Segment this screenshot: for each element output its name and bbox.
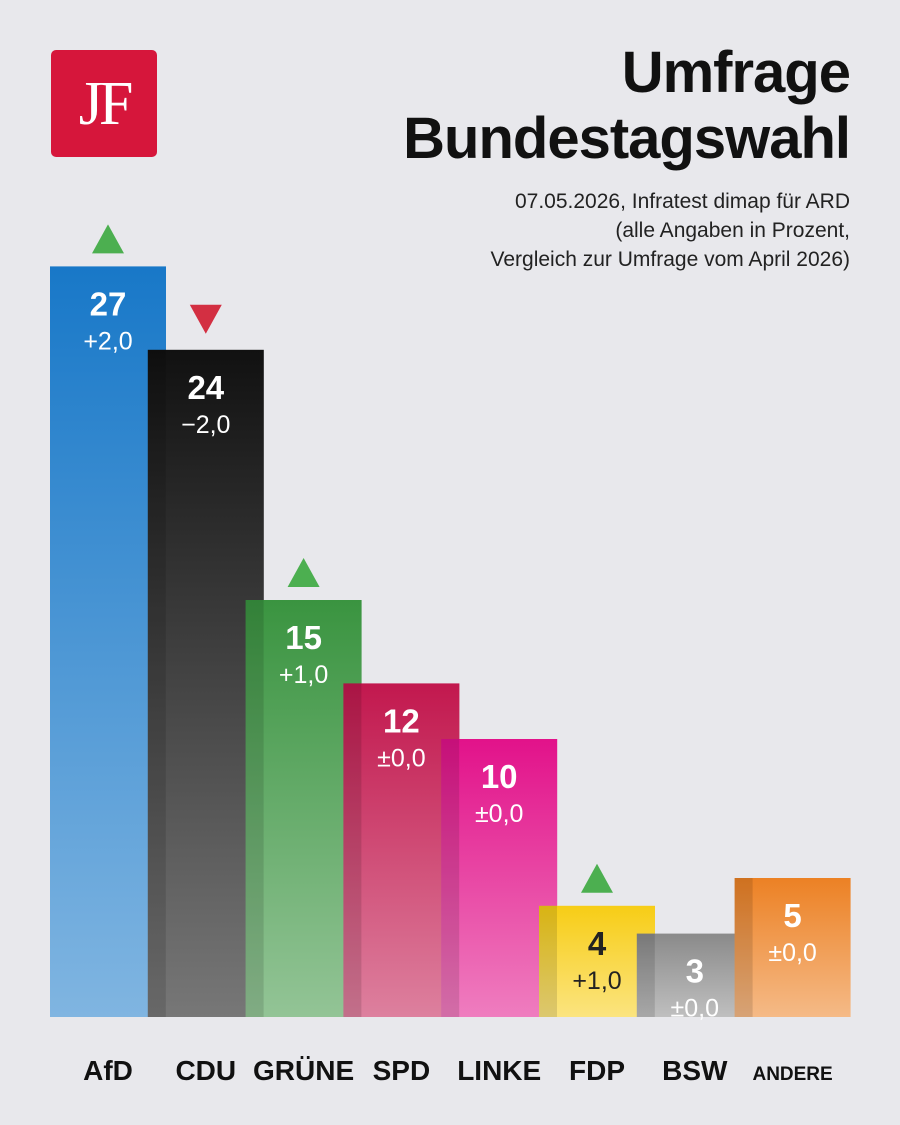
chart-subtitle: 07.05.2026, Infratest dimap für ARD (all… <box>290 187 851 274</box>
trend-down-icon <box>189 304 222 334</box>
title-line-1: Umfrage <box>621 40 851 105</box>
bar-gruene <box>245 600 362 1017</box>
chart-title: Umfrage Bundestagswahl <box>290 40 851 172</box>
bar-linke <box>441 739 558 1017</box>
category-label-cdu: CDU <box>175 1055 236 1086</box>
change-label-spd: ±0,0 <box>377 744 425 772</box>
bar-shadow-spd <box>343 683 362 1017</box>
category-label-fdp: FDP <box>569 1055 625 1086</box>
change-label-afd: +2,0 <box>83 327 132 355</box>
trend-up-icon <box>581 863 613 893</box>
bar-spd <box>343 683 460 1017</box>
bar-bsw <box>636 933 753 1017</box>
subtitle-line-2: (alle Angaben in Prozent, <box>615 219 850 242</box>
category-label-afd: AfD <box>83 1055 133 1086</box>
category-label-linke: LINKE <box>457 1055 541 1086</box>
change-label-linke: ±0,0 <box>475 800 523 828</box>
change-label-andere: ±0,0 <box>768 939 816 967</box>
title-line-2: Bundestagswahl <box>403 106 851 171</box>
subtitle-line-3: Vergleich zur Umfrage vom April 2026) <box>490 248 851 271</box>
value-label-fdp: 4 <box>588 925 607 962</box>
bar-shadow-linke <box>441 739 460 1017</box>
value-label-andere: 5 <box>783 897 801 934</box>
category-label-andere: ANDERE <box>752 1064 832 1085</box>
bar-andere <box>734 878 851 1017</box>
value-label-bsw: 3 <box>686 953 704 990</box>
value-label-spd: 12 <box>383 702 420 739</box>
logo-text: JF <box>78 69 134 138</box>
value-label-afd: 27 <box>90 285 127 322</box>
bar-shadow-cdu <box>147 349 166 1017</box>
jf-logo: JF <box>51 50 157 157</box>
category-label-gruene: GRÜNE <box>253 1055 354 1086</box>
bar-fdp <box>539 905 655 1017</box>
trend-up-icon <box>287 558 320 587</box>
trend-up-icon <box>92 224 124 254</box>
value-label-linke: 10 <box>481 758 518 795</box>
change-label-cdu: −2,0 <box>181 411 230 439</box>
bar-shadow-andere <box>734 878 753 1017</box>
value-label-cdu: 24 <box>187 369 224 406</box>
bar-shadow-bsw <box>636 933 655 1017</box>
bar-shadow-fdp <box>539 905 557 1017</box>
subtitle-line-1: 07.05.2026, Infratest dimap für ARD <box>514 190 850 213</box>
change-label-bsw: ±0,0 <box>671 995 719 1023</box>
bar-cdu <box>147 349 264 1017</box>
change-label-gruene: +1,0 <box>279 661 328 689</box>
bar-afd <box>50 266 166 1017</box>
value-label-gruene: 15 <box>285 619 322 656</box>
category-label-spd: SPD <box>373 1055 431 1086</box>
category-label-bsw: BSW <box>662 1055 728 1086</box>
change-label-fdp: +1,0 <box>572 967 621 995</box>
bar-shadow-gruene <box>245 600 264 1017</box>
